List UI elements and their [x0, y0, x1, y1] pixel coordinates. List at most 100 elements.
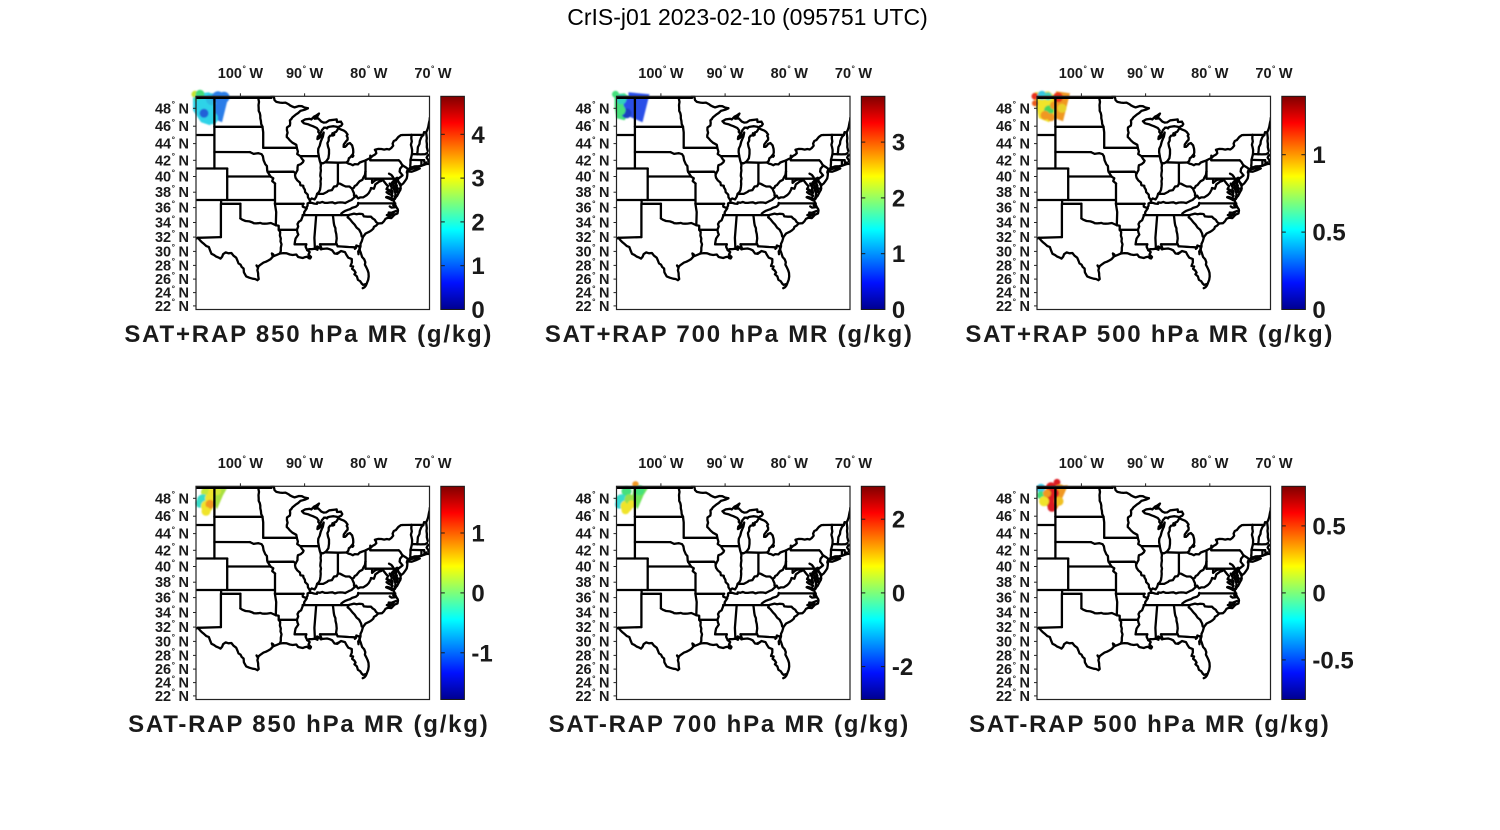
svg-text:90°W: 90° W [286, 64, 324, 82]
svg-text:80°W: 80° W [771, 454, 809, 472]
svg-text:SAT+RAP 850 hPa MR (g/kg): SAT+RAP 850 hPa MR (g/kg) [124, 321, 493, 348]
svg-text:30°N: 30° N [996, 242, 1030, 260]
svg-text:40°N: 40° N [575, 167, 609, 185]
svg-text:1: 1 [471, 253, 484, 280]
svg-text:SAT+RAP 700 hPa MR (g/kg): SAT+RAP 700 hPa MR (g/kg) [545, 321, 914, 348]
svg-text:36°N: 36° N [996, 588, 1030, 606]
svg-text:40°N: 40° N [996, 557, 1030, 575]
svg-text:22°N: 22° N [996, 297, 1030, 315]
svg-text:24°N: 24° N [155, 673, 189, 691]
svg-text:28°N: 28° N [996, 256, 1030, 274]
svg-text:0.5: 0.5 [1312, 513, 1345, 540]
svg-text:28°N: 28° N [155, 646, 189, 664]
svg-text:SAT+RAP 500 hPa MR (g/kg): SAT+RAP 500 hPa MR (g/kg) [965, 321, 1334, 348]
svg-text:0: 0 [1312, 580, 1325, 607]
svg-text:42°N: 42° N [155, 151, 189, 169]
svg-text:48°N: 48° N [575, 99, 609, 117]
svg-text:34°N: 34° N [155, 213, 189, 231]
svg-text:3: 3 [471, 166, 484, 193]
svg-text:32°N: 32° N [155, 618, 189, 636]
svg-text:90°W: 90° W [1127, 454, 1165, 472]
svg-text:70°W: 70° W [414, 454, 452, 472]
svg-text:44°N: 44° N [155, 134, 189, 152]
svg-text:80°W: 80° W [350, 64, 388, 82]
svg-text:34°N: 34° N [575, 603, 609, 621]
svg-text:32°N: 32° N [575, 228, 609, 246]
svg-text:0: 0 [1312, 297, 1325, 324]
svg-text:46°N: 46° N [155, 117, 189, 135]
svg-text:0: 0 [471, 580, 484, 607]
svg-text:26°N: 26° N [155, 660, 189, 678]
svg-text:36°N: 36° N [155, 198, 189, 216]
svg-text:4: 4 [471, 122, 485, 149]
svg-text:2: 2 [471, 209, 484, 236]
svg-text:CrIS-j01 2023-02-10 (095751 UT: CrIS-j01 2023-02-10 (095751 UTC) [567, 4, 928, 30]
svg-text:1: 1 [1312, 142, 1325, 169]
svg-text:SAT-RAP 500 hPa MR (g/kg): SAT-RAP 500 hPa MR (g/kg) [969, 711, 1331, 738]
svg-text:70°W: 70° W [414, 64, 452, 82]
svg-text:0: 0 [471, 297, 484, 324]
svg-text:32°N: 32° N [575, 618, 609, 636]
svg-text:38°N: 38° N [575, 573, 609, 591]
svg-text:28°N: 28° N [575, 646, 609, 664]
svg-text:3: 3 [892, 130, 905, 157]
svg-text:26°N: 26° N [996, 270, 1030, 288]
svg-text:22°N: 22° N [155, 297, 189, 315]
svg-text:70°W: 70° W [1255, 454, 1293, 472]
svg-text:38°N: 38° N [996, 573, 1030, 591]
svg-text:100°W: 100° W [218, 64, 264, 82]
svg-text:22°N: 22° N [575, 297, 609, 315]
svg-text:24°N: 24° N [996, 283, 1030, 301]
svg-text:26°N: 26° N [996, 660, 1030, 678]
svg-text:48°N: 48° N [155, 99, 189, 117]
svg-text:38°N: 38° N [996, 183, 1030, 201]
svg-text:90°W: 90° W [286, 454, 324, 472]
svg-text:26°N: 26° N [155, 270, 189, 288]
svg-text:26°N: 26° N [575, 270, 609, 288]
svg-text:22°N: 22° N [155, 687, 189, 705]
svg-text:100°W: 100° W [638, 64, 684, 82]
svg-text:46°N: 46° N [575, 507, 609, 525]
svg-text:34°N: 34° N [575, 213, 609, 231]
svg-text:SAT-RAP 700 hPa MR (g/kg): SAT-RAP 700 hPa MR (g/kg) [549, 711, 911, 738]
svg-text:46°N: 46° N [996, 117, 1030, 135]
svg-text:28°N: 28° N [155, 256, 189, 274]
svg-text:36°N: 36° N [155, 588, 189, 606]
svg-text:22°N: 22° N [996, 687, 1030, 705]
svg-text:24°N: 24° N [575, 283, 609, 301]
svg-text:22°N: 22° N [575, 687, 609, 705]
svg-text:-1: -1 [471, 640, 492, 667]
svg-text:38°N: 38° N [155, 183, 189, 201]
svg-text:42°N: 42° N [155, 541, 189, 559]
svg-text:46°N: 46° N [996, 507, 1030, 525]
svg-text:0.5: 0.5 [1312, 220, 1345, 247]
svg-text:SAT-RAP 850 hPa MR (g/kg): SAT-RAP 850 hPa MR (g/kg) [128, 711, 490, 738]
svg-text:38°N: 38° N [155, 573, 189, 591]
svg-text:70°W: 70° W [835, 454, 873, 472]
svg-text:36°N: 36° N [996, 198, 1030, 216]
svg-text:42°N: 42° N [996, 151, 1030, 169]
svg-text:100°W: 100° W [1059, 64, 1105, 82]
svg-text:46°N: 46° N [575, 117, 609, 135]
svg-text:30°N: 30° N [575, 632, 609, 650]
svg-text:30°N: 30° N [996, 632, 1030, 650]
svg-text:90°W: 90° W [706, 454, 744, 472]
svg-text:-2: -2 [892, 654, 913, 681]
svg-text:32°N: 32° N [996, 618, 1030, 636]
svg-text:46°N: 46° N [155, 507, 189, 525]
svg-text:44°N: 44° N [996, 524, 1030, 542]
svg-text:24°N: 24° N [575, 673, 609, 691]
svg-text:38°N: 38° N [575, 183, 609, 201]
svg-text:0: 0 [892, 580, 905, 607]
svg-text:90°W: 90° W [706, 64, 744, 82]
svg-text:48°N: 48° N [996, 489, 1030, 507]
svg-text:40°N: 40° N [575, 557, 609, 575]
svg-text:0: 0 [892, 297, 905, 324]
svg-text:80°W: 80° W [1191, 64, 1229, 82]
svg-text:2: 2 [892, 185, 905, 212]
svg-text:80°W: 80° W [350, 454, 388, 472]
svg-text:44°N: 44° N [575, 134, 609, 152]
svg-text:70°W: 70° W [1255, 64, 1293, 82]
svg-text:36°N: 36° N [575, 588, 609, 606]
svg-text:34°N: 34° N [996, 213, 1030, 231]
